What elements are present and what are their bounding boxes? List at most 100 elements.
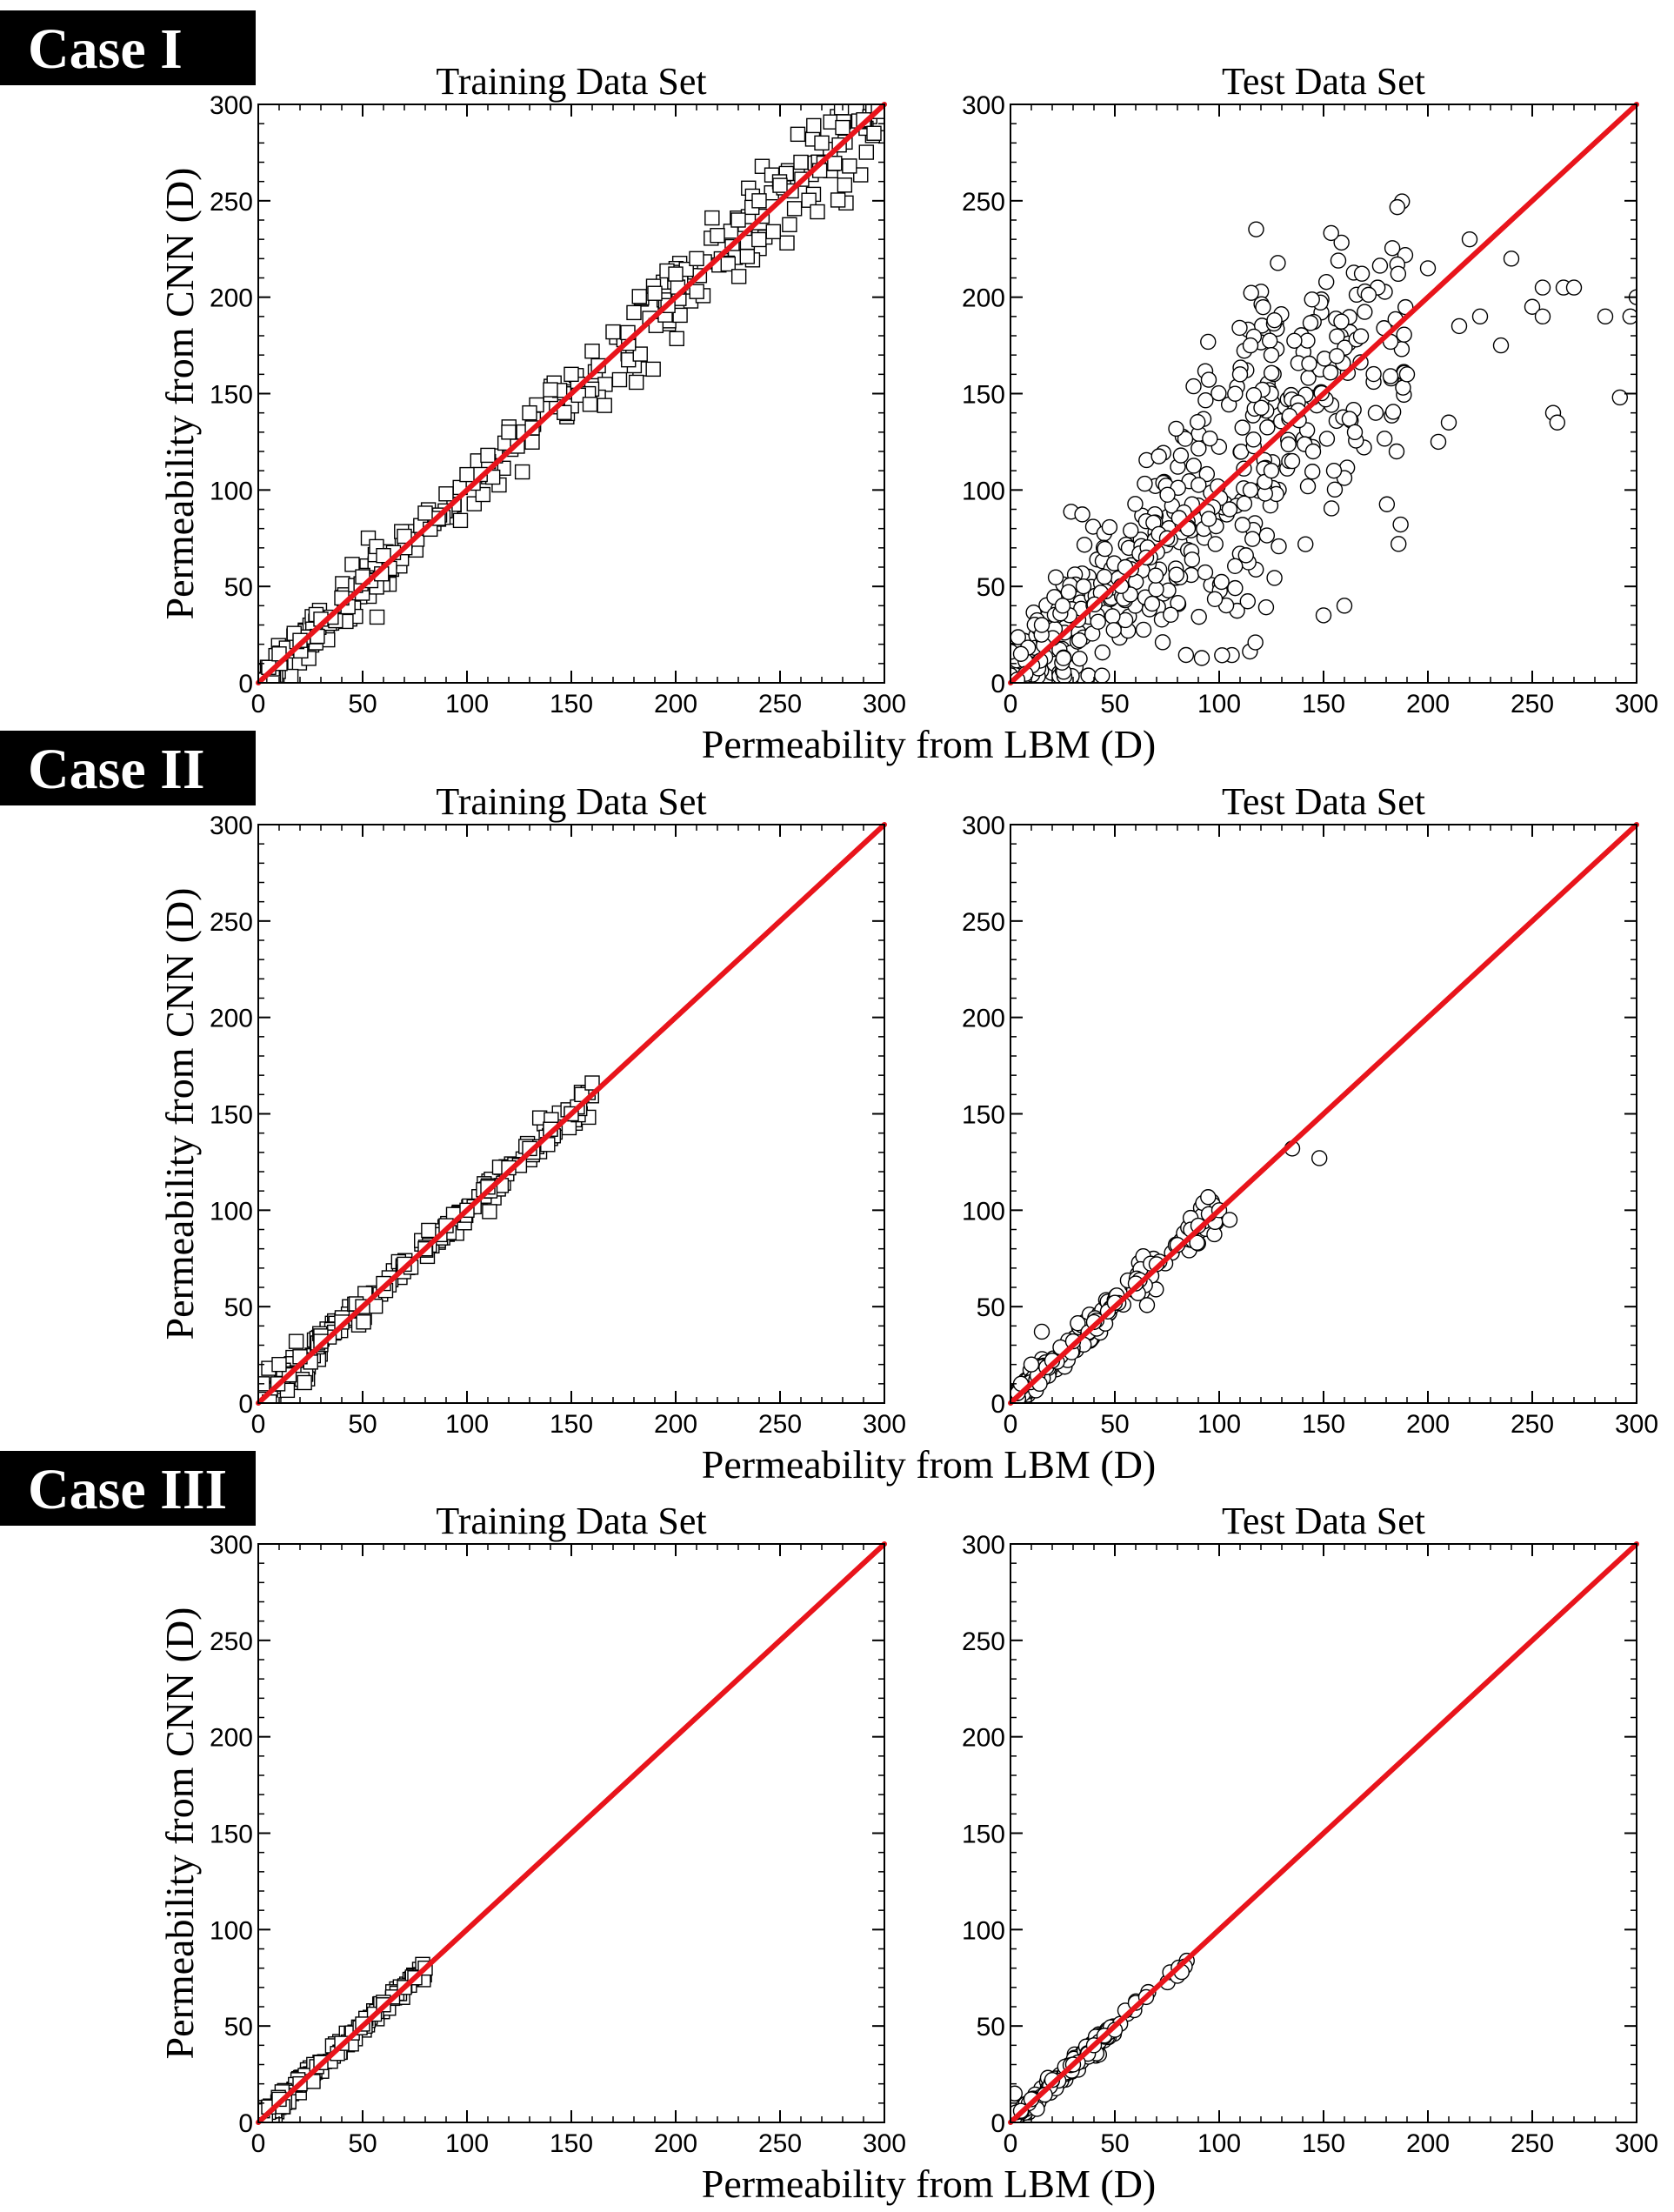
reference-line-y-equals-x bbox=[256, 102, 887, 685]
y-tick-label: 150 bbox=[962, 1101, 1005, 1130]
data-point-circle bbox=[1047, 569, 1064, 585]
y-tick-label: 150 bbox=[962, 1821, 1005, 1849]
data-point-circle bbox=[1234, 517, 1251, 533]
data-point-circle bbox=[1172, 447, 1190, 464]
data-point-circle bbox=[1097, 540, 1113, 558]
data-point-square bbox=[584, 344, 600, 359]
data-point-circle bbox=[1534, 308, 1551, 325]
scatter-panel: Training Data Set 00 50 50 100 100 150 150 200 20… bbox=[210, 1500, 906, 2158]
scatter-panel: Test Data Set 00 50 50 100 100 150 150 200 200 250… bbox=[962, 60, 1658, 718]
data-point-square bbox=[672, 307, 688, 324]
data-point-circle bbox=[1242, 337, 1259, 354]
data-point-circle bbox=[1304, 464, 1321, 480]
data-point-circle bbox=[1329, 328, 1345, 344]
data-point-circle bbox=[1597, 308, 1614, 325]
data-point-square bbox=[459, 466, 475, 483]
data-point-circle bbox=[1159, 486, 1176, 504]
x-tick-label: 0 bbox=[1004, 690, 1018, 718]
panel-title: Test Data Set bbox=[1222, 1500, 1425, 1542]
y-tick-label: 200 bbox=[210, 1005, 253, 1033]
data-point-circle bbox=[1323, 224, 1339, 242]
scatter-panel: Training Data Set 00 50 50 100 100 150 150 200 20… bbox=[210, 60, 906, 718]
x-tick-label: 100 bbox=[445, 1410, 489, 1439]
x-tick-label: 100 bbox=[1197, 690, 1241, 718]
x-tick-label: 200 bbox=[1406, 2129, 1450, 2158]
data-point-circle bbox=[1101, 518, 1118, 536]
scatter-panel: Training Data Set 00 50 50 100 100 150 150 200 20… bbox=[210, 780, 906, 1439]
data-point-circle bbox=[1471, 308, 1489, 325]
data-point-circle bbox=[1255, 298, 1271, 316]
data-point-circle bbox=[1367, 404, 1384, 421]
data-point-circle bbox=[1430, 433, 1447, 451]
data-point-circle bbox=[1236, 495, 1253, 512]
data-point-circle bbox=[1198, 465, 1216, 483]
data-point-square bbox=[779, 235, 795, 251]
data-point-circle bbox=[1325, 462, 1343, 479]
data-point-circle bbox=[1534, 279, 1551, 296]
x-tick-label: 200 bbox=[1406, 690, 1450, 718]
data-point-circle bbox=[1137, 475, 1153, 492]
data-point-circle bbox=[1163, 606, 1179, 624]
data-point-square bbox=[772, 177, 788, 193]
x-tick-label: 300 bbox=[1615, 690, 1658, 718]
data-point-square bbox=[271, 1356, 287, 1373]
data-point-circle bbox=[1330, 252, 1347, 269]
data-point-circle bbox=[1304, 291, 1320, 308]
scatter-panel: Test Data Set 00 50 50 100 100 150 150 200 200 250… bbox=[962, 780, 1658, 1439]
x-tick-label: 300 bbox=[863, 690, 906, 718]
data-point-circle bbox=[1384, 240, 1401, 257]
x-axis-title: Permeability from LBM (D) bbox=[702, 1442, 1157, 1487]
data-point-circle bbox=[1322, 364, 1339, 381]
data-point-circle bbox=[1286, 332, 1303, 349]
data-point-circle bbox=[1075, 578, 1092, 595]
data-point-circle bbox=[1227, 385, 1244, 402]
y-tick-label: 0 bbox=[990, 2109, 1005, 2138]
data-point-circle bbox=[1333, 234, 1350, 251]
data-point-square bbox=[810, 204, 825, 220]
data-point-circle bbox=[1315, 607, 1332, 624]
data-point-circle bbox=[1168, 566, 1185, 583]
data-point-circle bbox=[1302, 315, 1319, 331]
data-point-square bbox=[689, 251, 704, 267]
x-tick-label: 50 bbox=[348, 1410, 377, 1439]
data-point-circle bbox=[1371, 257, 1389, 274]
data-point-circle bbox=[1299, 478, 1317, 495]
data-point-square bbox=[814, 135, 830, 151]
x-tick-label: 150 bbox=[1302, 690, 1345, 718]
y-tick-label: 50 bbox=[224, 573, 253, 602]
data-point-circle bbox=[1054, 598, 1071, 614]
data-point-square bbox=[475, 486, 491, 503]
case-label-box bbox=[0, 10, 256, 85]
y-tick-label: 0 bbox=[990, 670, 1005, 698]
data-point-square bbox=[582, 397, 598, 412]
data-point-circle bbox=[1378, 496, 1396, 512]
data-point-circle bbox=[1090, 613, 1106, 631]
data-point-circle bbox=[1023, 1356, 1040, 1373]
data-point-circle bbox=[1263, 462, 1280, 479]
data-point-square bbox=[739, 249, 755, 264]
y-tick-label: 0 bbox=[238, 670, 253, 698]
scatter-panel: Test Data Set 00 50 50 100 100 150 150 200 200 250… bbox=[962, 1500, 1658, 2158]
data-point-circle bbox=[1184, 551, 1201, 568]
x-tick-label: 200 bbox=[654, 2129, 697, 2158]
data-point-circle bbox=[1301, 355, 1317, 372]
case-label: Case II bbox=[28, 738, 205, 801]
y-tick-label: 0 bbox=[238, 2109, 253, 2138]
panel-title: Test Data Set bbox=[1222, 60, 1425, 103]
y-tick-label: 0 bbox=[990, 1390, 1005, 1419]
data-point-circle bbox=[1200, 371, 1217, 388]
data-point-square bbox=[522, 404, 537, 421]
data-point-circle bbox=[1461, 231, 1478, 248]
y-axis-title: Permeability from CNN (D) bbox=[157, 1607, 202, 2060]
data-point-circle bbox=[1565, 279, 1583, 296]
data-point-circle bbox=[1284, 452, 1301, 470]
x-tick-label: 150 bbox=[550, 2129, 593, 2158]
data-point-circle bbox=[1266, 570, 1283, 586]
data-point-circle bbox=[1200, 1189, 1217, 1206]
data-point-circle bbox=[1389, 198, 1406, 216]
data-point-square bbox=[793, 154, 809, 170]
y-tick-label: 200 bbox=[210, 284, 253, 313]
marker-group bbox=[1010, 1140, 1328, 1403]
data-point-circle bbox=[1258, 527, 1276, 544]
data-point-circle bbox=[1271, 538, 1287, 555]
